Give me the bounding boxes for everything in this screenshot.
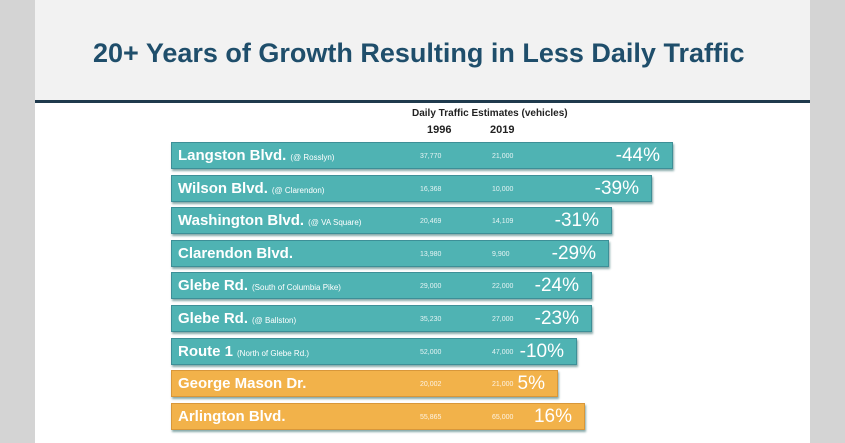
value-2019: 14,109 bbox=[492, 218, 514, 226]
road-name: Washington Blvd. (@ VA Square) bbox=[178, 212, 362, 230]
road-location-note: (@ VA Square) bbox=[308, 218, 362, 228]
value-2019: 65,000 bbox=[492, 413, 514, 421]
percent-change: -39% bbox=[594, 177, 639, 199]
value-1996: 13,980 bbox=[420, 250, 442, 258]
traffic-row: Washington Blvd. (@ VA Square) 20,469 14,… bbox=[171, 207, 612, 235]
road-location-note: (South of Columbia Pike) bbox=[252, 283, 341, 293]
slide-title: 20+ Years of Growth Resulting in Less Da… bbox=[93, 38, 745, 68]
value-2019: 47,000 bbox=[492, 348, 514, 356]
percent-change: -10% bbox=[519, 340, 564, 362]
slide: 20+ Years of Growth Resulting in Less Da… bbox=[35, 0, 810, 443]
traffic-row: Clarendon Blvd. 13,980 9,900 -29% bbox=[171, 239, 609, 267]
road-name: Langston Blvd. (@ Rosslyn) bbox=[178, 147, 335, 164]
year-2019-header: 2019 bbox=[490, 124, 515, 136]
value-1996: 35,230 bbox=[420, 316, 442, 323]
value-1996: 29,000 bbox=[420, 283, 442, 291]
traffic-row: Route 1 (North of Glebe Rd.) 52,000 47,00… bbox=[171, 337, 577, 365]
traffic-row: Glebe Rd. (@ Ballston) 35,230 27,000 -23% bbox=[171, 305, 592, 332]
road-name: George Mason Dr. bbox=[178, 375, 307, 393]
road-name: Glebe Rd. (South of Columbia Pike) bbox=[178, 277, 341, 295]
road-location-note: (@ Ballston) bbox=[252, 316, 297, 325]
value-2019: 21,000 bbox=[492, 153, 514, 160]
road-location-note: (@ Rosslyn) bbox=[290, 153, 335, 162]
road-name: Arlington Blvd. bbox=[178, 407, 286, 425]
year-1996-header: 1996 bbox=[427, 124, 452, 136]
road-name: Clarendon Blvd. bbox=[178, 244, 294, 262]
value-1996: 20,002 bbox=[420, 381, 442, 389]
percent-change: -24% bbox=[534, 275, 579, 297]
traffic-row: Langston Blvd. (@ Rosslyn) 37,770 21,000 … bbox=[171, 142, 673, 169]
value-2019: 27,000 bbox=[492, 316, 514, 323]
road-name: Route 1 (North of Glebe Rd.) bbox=[178, 342, 310, 360]
table-caption: Daily Traffic Estimates (vehicles) bbox=[412, 108, 568, 119]
traffic-row: George Mason Dr. 20,002 21,000 5% bbox=[171, 370, 558, 398]
title-band bbox=[35, 0, 810, 103]
percent-change: 5% bbox=[517, 373, 545, 395]
percent-change: -31% bbox=[554, 210, 599, 232]
value-2019: 9,900 bbox=[492, 250, 510, 258]
traffic-row: Wilson Blvd. (@ Clarendon) 16,368 10,000 … bbox=[171, 174, 652, 202]
value-1996: 37,770 bbox=[420, 153, 442, 160]
value-1996: 16,368 bbox=[420, 185, 442, 193]
road-location-note: (@ Clarendon) bbox=[271, 185, 325, 195]
percent-change: 16% bbox=[533, 405, 572, 427]
percent-change: -29% bbox=[551, 242, 596, 264]
road-name: Glebe Rd. (@ Ballston) bbox=[178, 310, 297, 327]
percent-change: -44% bbox=[615, 145, 660, 166]
percent-change: -23% bbox=[534, 308, 579, 329]
value-2019: 10,000 bbox=[492, 185, 514, 193]
value-1996: 52,000 bbox=[420, 348, 442, 356]
traffic-row: Arlington Blvd. 55,865 65,000 16% bbox=[171, 402, 585, 430]
traffic-row: Glebe Rd. (South of Columbia Pike) 29,000… bbox=[171, 272, 592, 300]
value-1996: 55,865 bbox=[420, 413, 442, 421]
value-2019: 22,000 bbox=[492, 283, 514, 291]
road-location-note: (North of Glebe Rd.) bbox=[237, 348, 310, 358]
value-1996: 20,469 bbox=[420, 218, 442, 226]
value-2019: 21,000 bbox=[492, 381, 514, 389]
road-name: Wilson Blvd. (@ Clarendon) bbox=[178, 179, 325, 197]
